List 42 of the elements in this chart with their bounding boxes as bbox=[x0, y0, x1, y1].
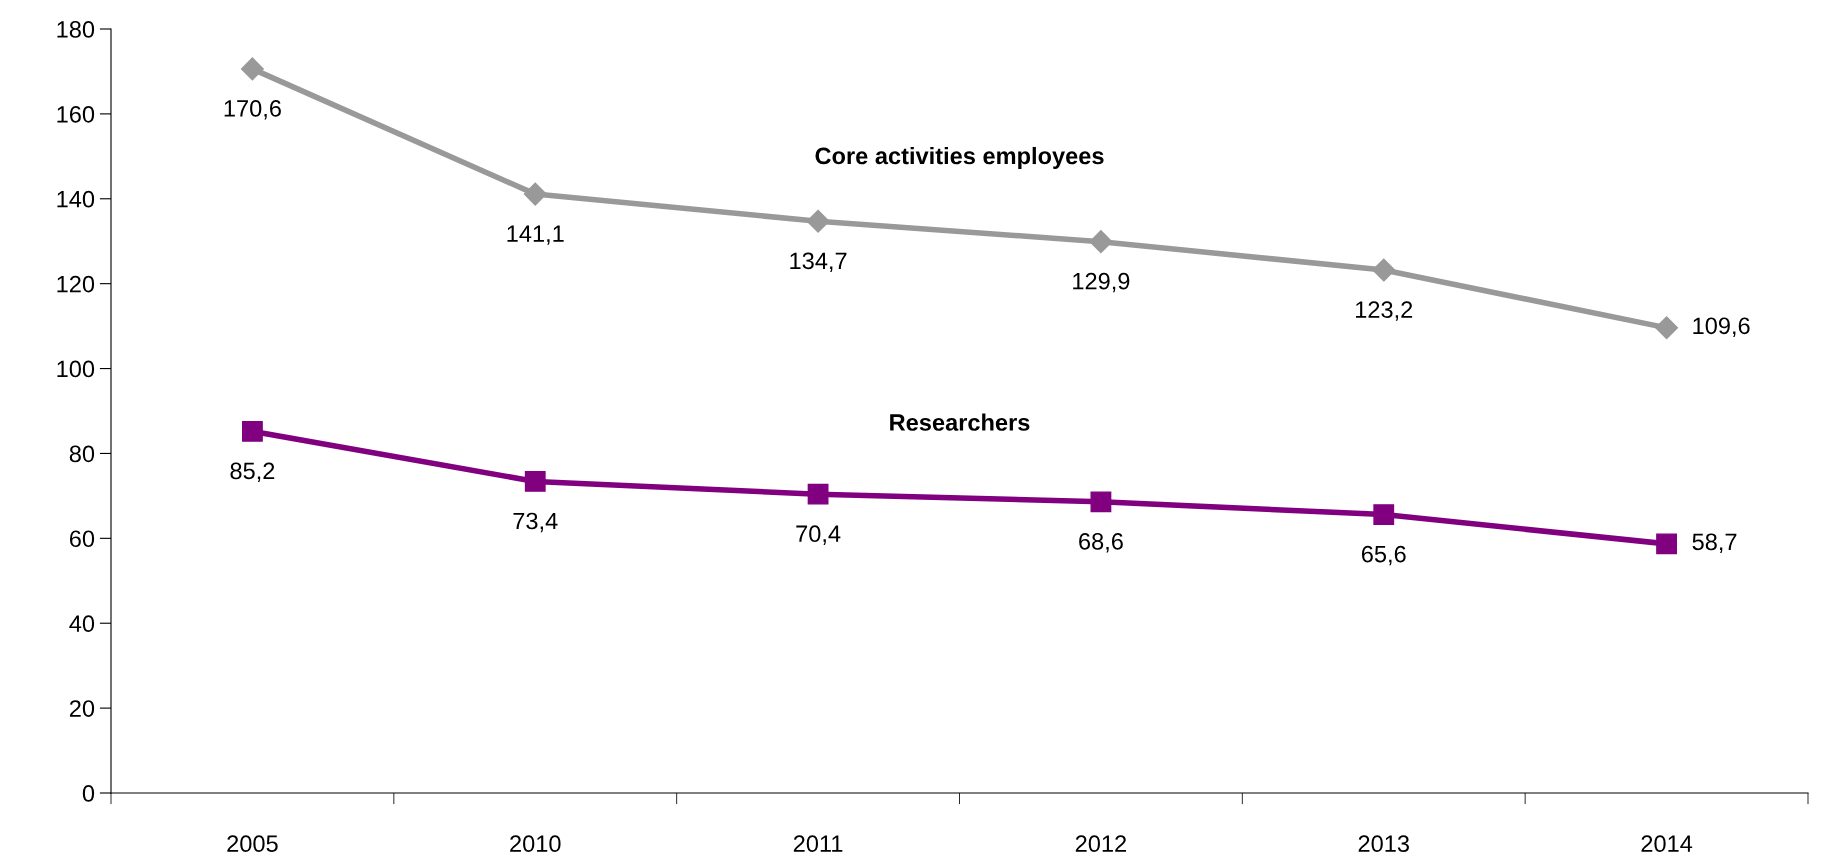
x-tick-label: 2014 bbox=[1641, 835, 1693, 853]
point bbox=[523, 182, 547, 206]
point bbox=[1655, 316, 1679, 340]
point bbox=[240, 57, 264, 81]
y-tick-label: 160 bbox=[57, 105, 95, 123]
data-label: 129,9 bbox=[1073, 272, 1130, 293]
point bbox=[1089, 230, 1113, 254]
y-tick-label: 80 bbox=[69, 445, 95, 463]
data-label: 73,4 bbox=[513, 512, 558, 533]
y-tick-label: 60 bbox=[69, 530, 95, 548]
data-label: 109,6 bbox=[1693, 317, 1750, 337]
x-tick-label: 2011 bbox=[793, 835, 843, 853]
x-tick-label: 2012 bbox=[1075, 835, 1126, 853]
y-tick-label: 40 bbox=[69, 615, 95, 633]
series-label: Core activities employees bbox=[815, 146, 1104, 169]
data-label: 65,6 bbox=[1361, 545, 1406, 566]
point bbox=[1373, 504, 1395, 525]
data-label: 170,6 bbox=[224, 100, 281, 120]
point bbox=[1090, 491, 1112, 513]
y-tick-label: 140 bbox=[57, 190, 95, 208]
data-label: 68,6 bbox=[1079, 533, 1123, 553]
data-label: 123,2 bbox=[1356, 301, 1413, 321]
point bbox=[241, 420, 263, 442]
point bbox=[806, 209, 830, 233]
data-label: 70,4 bbox=[796, 525, 841, 545]
point bbox=[1656, 533, 1678, 555]
point bbox=[807, 483, 829, 505]
y-tick-label: 100 bbox=[57, 360, 95, 378]
data-label: 141,1 bbox=[507, 225, 564, 245]
point bbox=[1372, 258, 1396, 282]
x-tick-label: 2005 bbox=[227, 835, 278, 853]
data-label: 85,2 bbox=[230, 462, 275, 483]
x-tick-label: 2013 bbox=[1358, 835, 1409, 853]
point bbox=[524, 471, 546, 492]
text: Researchers bbox=[890, 413, 1030, 431]
y-tick-label: 180 bbox=[57, 21, 95, 38]
y-tick-label: 20 bbox=[69, 700, 95, 717]
y-tick-label: 120 bbox=[57, 275, 95, 293]
data-label: 58,7 bbox=[1692, 533, 1737, 553]
data-label: 134,7 bbox=[790, 252, 847, 272]
y-tick-label: 0 bbox=[82, 785, 95, 802]
x-tick-label: 2010 bbox=[510, 835, 561, 853]
